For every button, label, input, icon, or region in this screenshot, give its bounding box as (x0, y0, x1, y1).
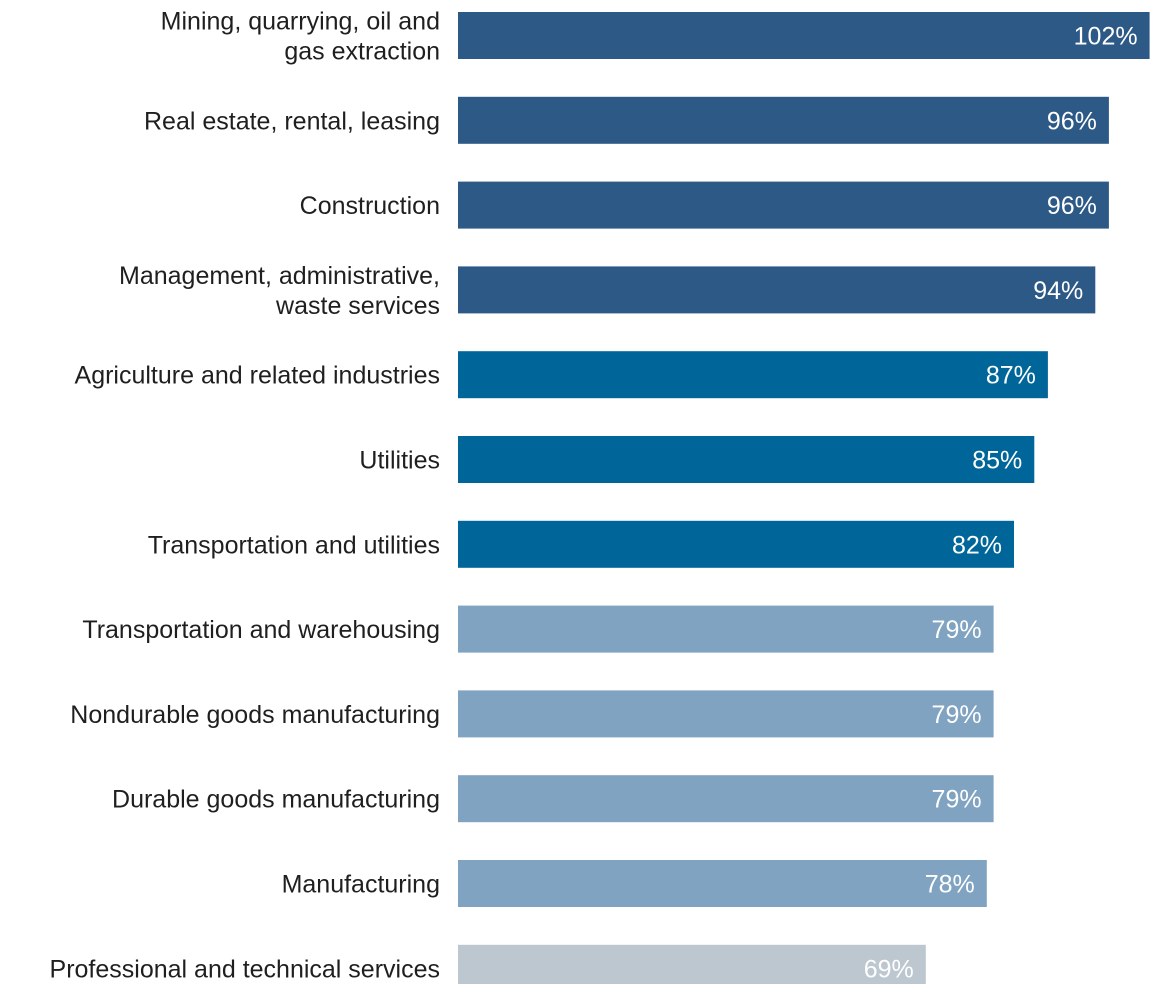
category-label: Nondurable goods manufacturing (70, 701, 440, 729)
category-label-line: Management, administrative, (119, 262, 440, 290)
value-labels-group: 102% 96% 96% 94% 87% 85% 82% 79% 79% 79% 78% 69% (864, 23, 1138, 984)
value-label: 79% (932, 616, 982, 644)
category-label-line: Mining, quarrying, oil and (161, 8, 440, 36)
bar (458, 266, 1096, 314)
category-label-line: Transportation and utilities (148, 531, 440, 559)
category-label: Real estate, rental, leasing (144, 107, 440, 135)
value-label: 94% (1033, 277, 1083, 305)
bar (458, 690, 994, 738)
value-label: 69% (864, 955, 914, 983)
category-label: Manufacturing (282, 871, 440, 899)
bar (458, 96, 1109, 144)
category-label: Professional and technical services (50, 955, 440, 983)
bar (458, 605, 994, 653)
category-label: Mining, quarrying, oil and gas extraction (161, 8, 440, 66)
value-label: 96% (1047, 107, 1097, 135)
bar (458, 944, 926, 984)
category-label: Durable goods manufacturing (112, 786, 440, 814)
value-label: 96% (1047, 192, 1097, 220)
category-label: Agriculture and related industries (75, 362, 440, 390)
category-label-line: Utilities (359, 447, 440, 475)
category-label: Management, administrative, waste service… (119, 262, 440, 320)
category-label-line: gas extraction (284, 38, 440, 66)
value-label: 85% (972, 447, 1022, 475)
category-label-line: Transportation and warehousing (82, 616, 440, 644)
value-label: 87% (986, 362, 1036, 390)
value-label: 82% (952, 531, 1002, 559)
category-label-line: Professional and technical services (50, 955, 440, 983)
value-label: 102% (1074, 23, 1138, 51)
category-label-line: Agriculture and related industries (75, 362, 440, 390)
category-label: Transportation and warehousing (82, 616, 440, 644)
bar (458, 351, 1048, 399)
bar (458, 860, 987, 907)
category-label-line: Nondurable goods manufacturing (70, 701, 440, 729)
category-label: Transportation and utilities (148, 531, 440, 559)
category-label-line: Real estate, rental, leasing (144, 107, 440, 135)
category-label-line: waste services (275, 292, 440, 320)
bar (458, 436, 1035, 483)
category-label-line: Manufacturing (282, 871, 440, 899)
category-label-line: Construction (300, 192, 440, 220)
category-labels-group: Mining, quarrying, oil and gas extraction… (50, 8, 440, 984)
value-label: 78% (925, 871, 975, 899)
bar (458, 181, 1109, 229)
bar (458, 12, 1150, 59)
category-label: Utilities (359, 447, 440, 475)
category-label-line: Durable goods manufacturing (112, 786, 440, 814)
value-label: 79% (932, 701, 982, 729)
value-label: 79% (932, 786, 982, 814)
category-label: Construction (300, 192, 440, 220)
bar (458, 775, 994, 823)
bars-group (458, 12, 1150, 984)
bar (458, 520, 1014, 568)
